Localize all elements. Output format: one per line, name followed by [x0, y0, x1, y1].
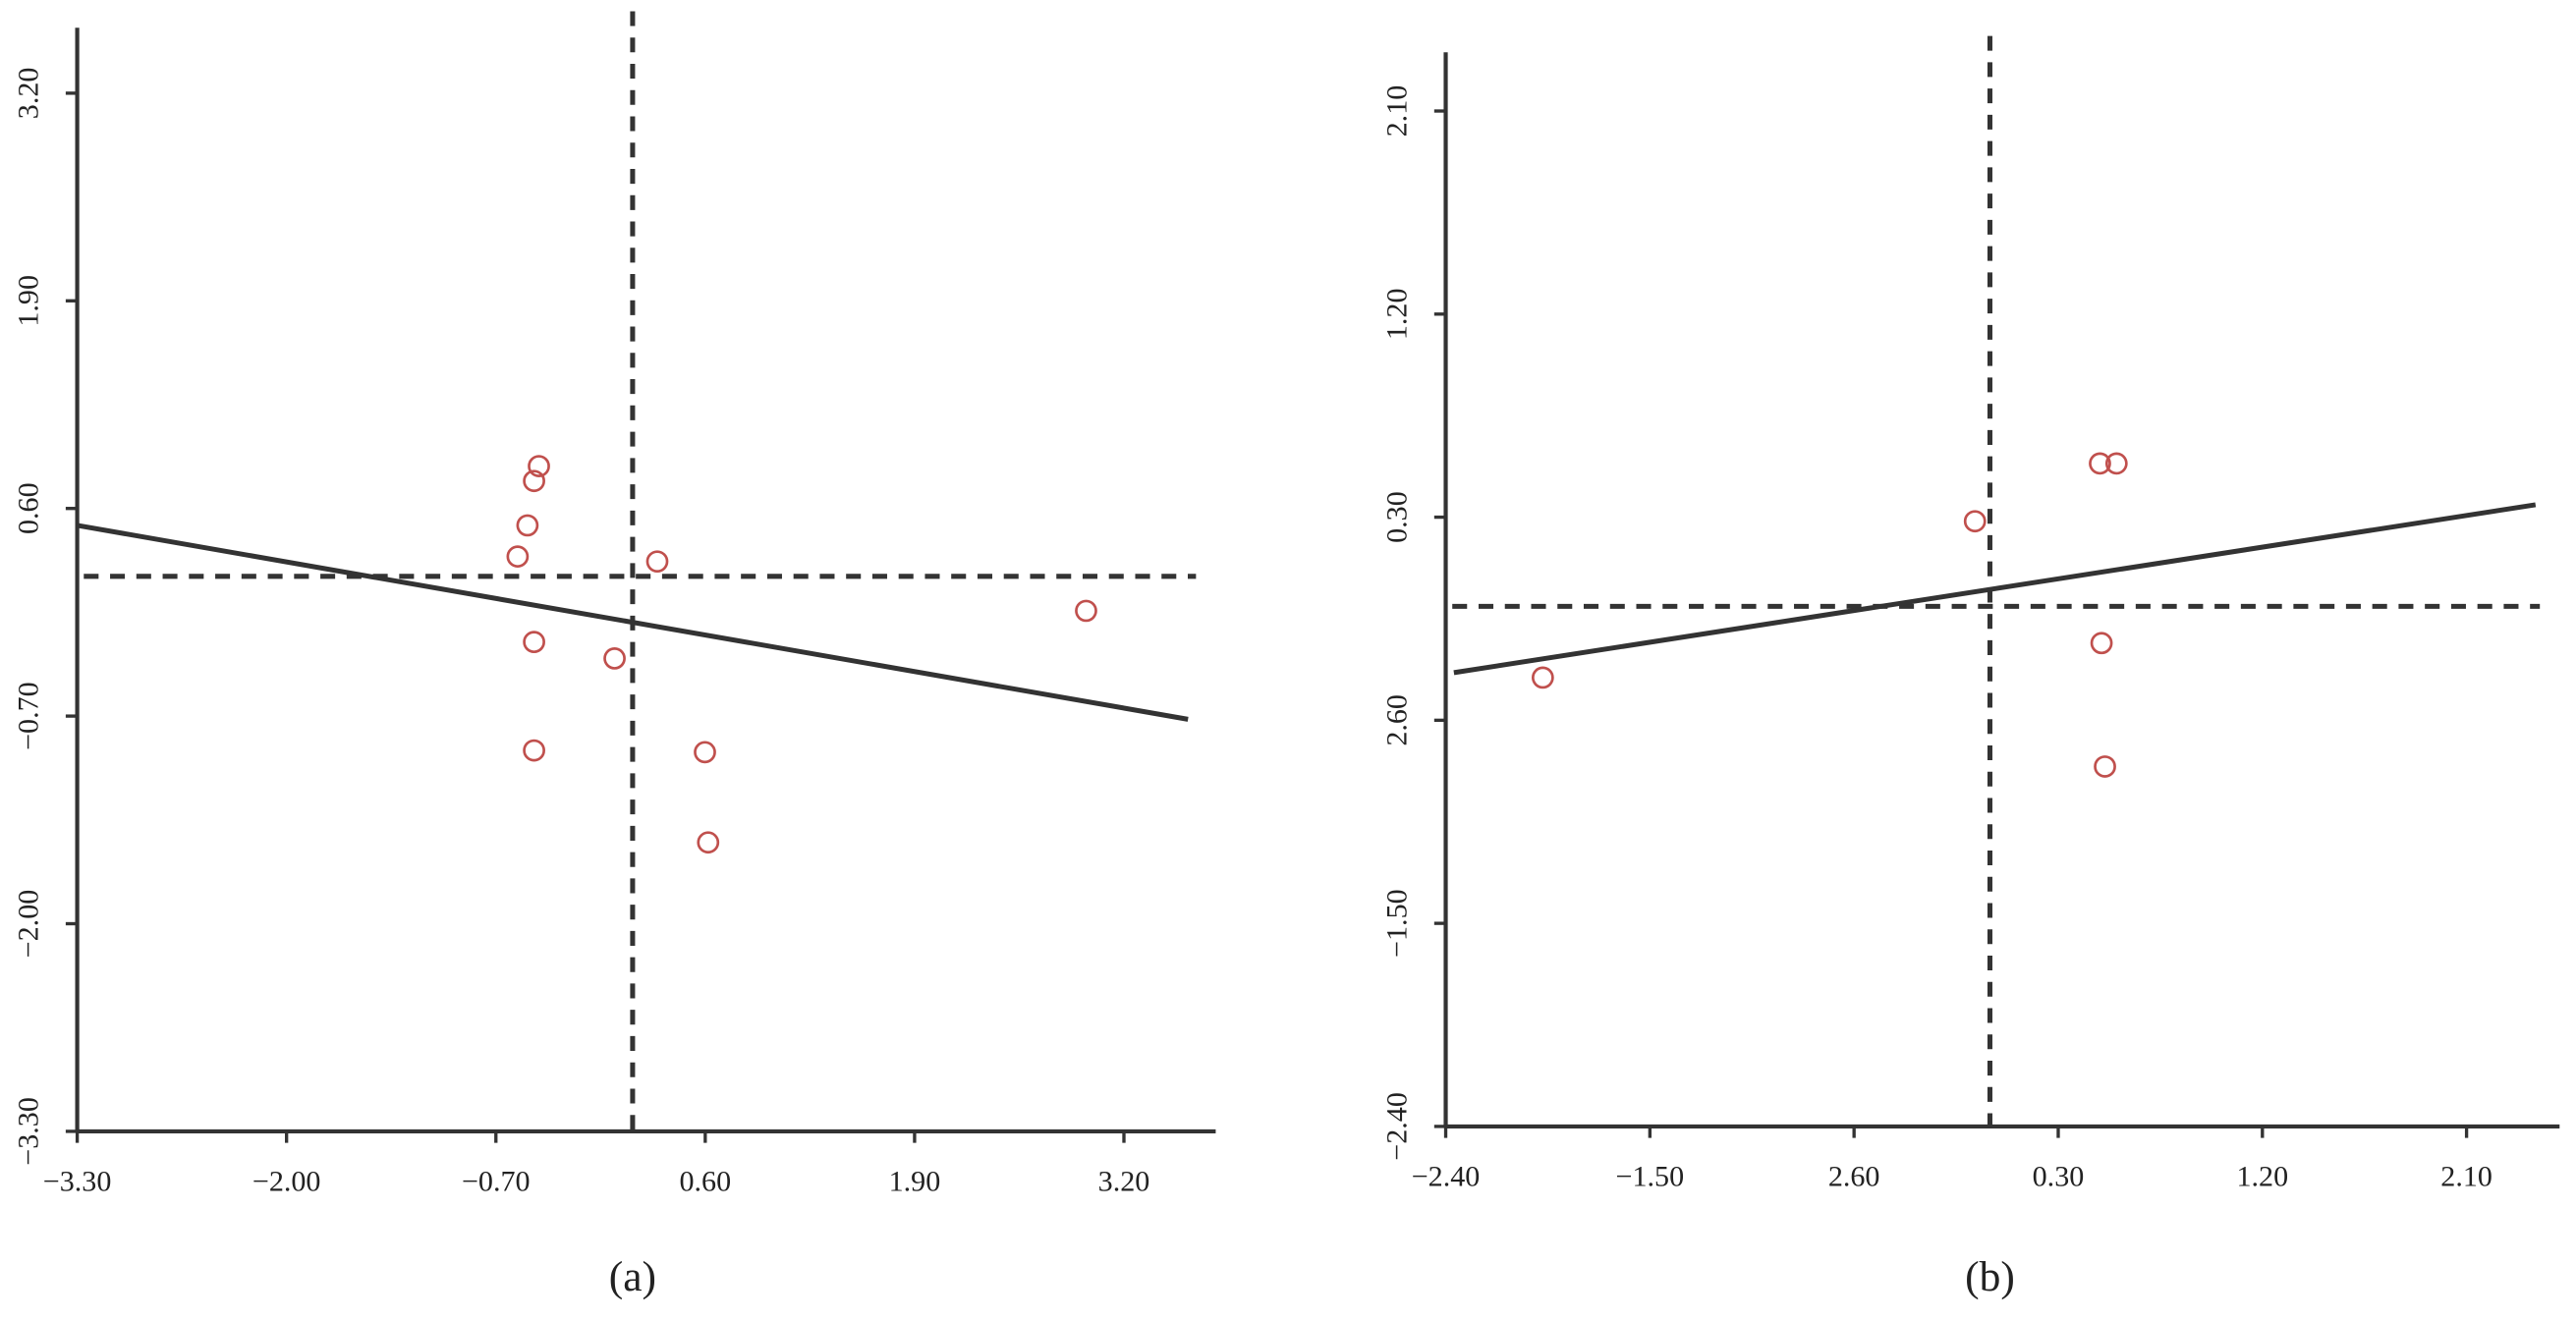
- data-point: [523, 739, 545, 762]
- y-tick-label: 0.60: [12, 482, 45, 534]
- y-tick-label: 2.60: [1380, 694, 1414, 746]
- data-point: [2104, 452, 2128, 475]
- data-point: [523, 469, 545, 493]
- y-tick-label: 1.90: [12, 275, 45, 327]
- x-tick-label: −2.40: [1412, 1159, 1481, 1192]
- x-tick-label: 2.10: [2440, 1159, 2492, 1192]
- data-point: [2094, 755, 2116, 778]
- x-tick-label: −2.00: [252, 1164, 321, 1197]
- y-tick-label: −0.70: [12, 682, 45, 750]
- data-point: [1963, 510, 1987, 533]
- data-point: [603, 647, 626, 670]
- panel-label: (b): [1965, 1253, 2015, 1300]
- x-tick-label: 0.60: [680, 1164, 732, 1197]
- y-tick-label: 1.20: [1380, 288, 1414, 340]
- x-tick-label: 1.20: [2236, 1159, 2288, 1192]
- x-tick-label: 1.90: [889, 1164, 941, 1197]
- x-tick-label: −1.50: [1616, 1159, 1685, 1192]
- x-tick-label: −0.70: [462, 1164, 531, 1197]
- data-point: [523, 631, 545, 654]
- y-tick-label: −2.00: [12, 890, 45, 959]
- data-point: [516, 514, 539, 537]
- y-tick-label: −1.50: [1380, 889, 1414, 958]
- data-point: [1531, 666, 1554, 689]
- data-point: [645, 550, 669, 574]
- data-point: [1075, 599, 1097, 623]
- data-point: [2089, 452, 2111, 475]
- x-tick-label: −3.30: [43, 1164, 112, 1197]
- fit-line: [77, 522, 1189, 722]
- data-point: [528, 455, 550, 477]
- x-tick-label: 3.20: [1098, 1164, 1150, 1197]
- y-tick-label: 3.20: [12, 68, 45, 120]
- data-point: [2090, 632, 2113, 655]
- y-tick-label: 2.10: [1380, 85, 1414, 138]
- y-tick-label: 0.30: [1380, 491, 1414, 543]
- x-tick-label: 0.30: [2033, 1159, 2085, 1192]
- panel-label: (a): [609, 1253, 656, 1300]
- y-tick-label: −3.30: [12, 1097, 45, 1166]
- data-point: [697, 831, 720, 854]
- fit-line: [1453, 502, 2537, 676]
- y-tick-label: −2.40: [1380, 1092, 1414, 1161]
- data-point: [694, 741, 716, 764]
- x-tick-label: 2.60: [1828, 1159, 1880, 1192]
- data-point: [506, 545, 530, 569]
